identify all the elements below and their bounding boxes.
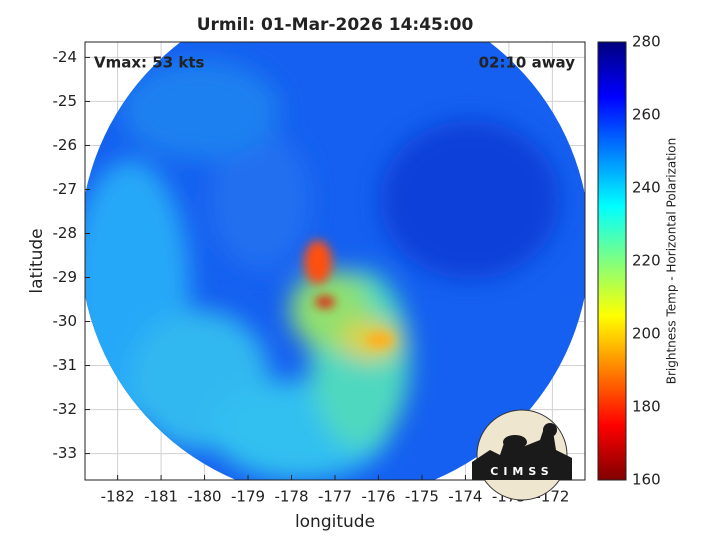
chart-title: Urmil: 01-Mar-2026 14:45:00 xyxy=(197,15,474,35)
logo-text: CIMSS xyxy=(490,465,553,478)
colorbar-tick-label: 260 xyxy=(632,106,661,124)
y-tick-label: -27 xyxy=(53,180,78,198)
y-tick-label: -25 xyxy=(53,92,78,110)
x-tick-label: -180 xyxy=(188,488,222,506)
y-tick-label: -24 xyxy=(53,48,78,66)
colorbar-tick-label: 180 xyxy=(632,398,661,416)
colorbar-tick-label: 220 xyxy=(632,252,661,270)
annotation: Vmax: 53 kts xyxy=(94,54,204,72)
x-tick-label: -175 xyxy=(405,488,439,506)
annotation: 02:10 away xyxy=(479,54,576,72)
y-tick-label: -28 xyxy=(53,224,78,242)
colorbar-tick-label: 200 xyxy=(632,325,661,343)
image-field xyxy=(85,42,585,480)
x-tick-label: -177 xyxy=(318,488,352,506)
y-tick-label: -30 xyxy=(53,312,78,330)
y-tick-label: -33 xyxy=(53,444,78,462)
colorbar-label: Brightness Temp - Horizontal Polarizatio… xyxy=(665,138,679,385)
x-tick-label: -179 xyxy=(231,488,265,506)
x-tick-label: -182 xyxy=(101,488,135,506)
plot-frame xyxy=(84,41,586,481)
x-tick-label: -181 xyxy=(144,488,178,506)
y-axis-label: latitude xyxy=(27,228,47,293)
y-tick-label: -31 xyxy=(53,356,78,374)
x-tick-label: -176 xyxy=(361,488,395,506)
colorbar-tick-label: 280 xyxy=(632,33,661,51)
colorbar-tick-label: 160 xyxy=(632,471,661,489)
y-tick-label: -29 xyxy=(53,268,78,286)
colorbar xyxy=(597,41,627,481)
y-tick-label: -26 xyxy=(53,136,78,154)
x-tick-label: -174 xyxy=(448,488,482,506)
x-axis-label: longitude xyxy=(295,512,375,532)
colorbar-tick-label: 240 xyxy=(632,179,661,197)
logo: CIMSS xyxy=(472,409,572,501)
y-tick-label: -32 xyxy=(53,400,78,418)
x-tick-label: -178 xyxy=(274,488,308,506)
